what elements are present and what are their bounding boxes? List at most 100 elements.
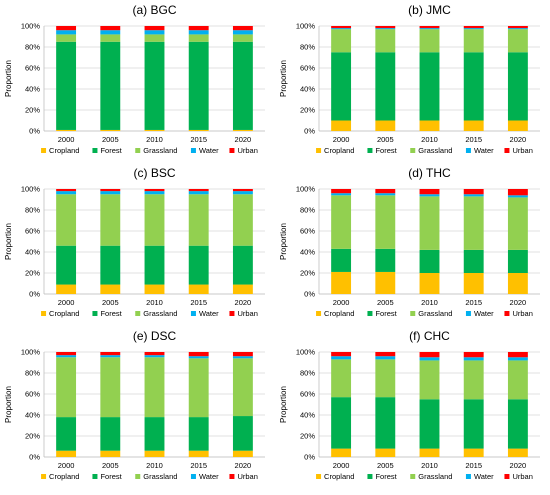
bar-segment-urban: [375, 26, 396, 29]
x-tick-label: 2010: [421, 461, 438, 470]
chart-panel-2: (b) JMC 0% 20% 40% 60% 80% 100% Proportion 2000 2…: [279, 3, 540, 155]
bar-segment-forest: [232, 245, 253, 285]
legend-label-cropland: Cropland: [324, 472, 354, 481]
bar-segment-urban: [232, 352, 253, 357]
bar-segment-forest: [188, 41, 209, 130]
bar-segment-urban: [331, 189, 352, 194]
bar-segment-water: [100, 191, 121, 195]
x-tick-label: 2005: [102, 135, 119, 144]
bar-segment-grassland: [100, 194, 121, 246]
bar-segment-urban: [331, 352, 352, 357]
bar-segment-forest: [331, 397, 352, 449]
y-tick-label: 40%: [300, 411, 315, 420]
x-tick-label: 2005: [377, 298, 394, 307]
bar-segment-forest: [331, 248, 352, 272]
chart-panel-3: (c) BSC 0% 20% 40% 60% 80% 100% Proportion 2000 2…: [4, 166, 265, 318]
bar-segment-cropland: [375, 271, 396, 294]
x-tick-label: 2005: [377, 135, 394, 144]
bar-segment-water: [144, 191, 165, 195]
bar-segment-forest: [100, 245, 121, 285]
y-axis-label: Proportion: [4, 60, 13, 97]
bar-segment-water: [463, 357, 484, 361]
y-tick-label: 60%: [300, 64, 315, 73]
x-tick-label: 2020: [235, 298, 252, 307]
bar-segment-water: [56, 30, 77, 35]
legend-swatch-urban: [229, 474, 235, 479]
bar-segment-forest: [419, 249, 440, 273]
legend-label-urban: Urban: [512, 146, 532, 155]
legend-swatch-forest: [367, 474, 373, 479]
y-axis-label: Proportion: [279, 223, 288, 260]
bar-segment-urban: [419, 352, 440, 358]
bar-segment-grassland: [56, 194, 77, 246]
bar-segment-water: [419, 357, 440, 361]
x-tick-label: 2010: [146, 461, 163, 470]
bar-segment-urban: [232, 189, 253, 192]
bar-segment-grassland: [232, 194, 253, 246]
legend-swatch-grassland: [135, 311, 141, 316]
legend-label-grassland: Grassland: [418, 472, 452, 481]
bar-segment-cropland: [144, 129, 165, 131]
bar-segment-urban: [463, 352, 484, 358]
bar-segment-urban: [232, 26, 253, 31]
y-tick-label: 0%: [304, 290, 315, 299]
legend-label-grassland: Grassland: [143, 472, 177, 481]
bar-segment-cropland: [507, 120, 528, 131]
y-tick-label: 60%: [25, 64, 40, 73]
bar-segment-cropland: [507, 448, 528, 457]
legend-swatch-urban: [229, 148, 235, 153]
bar-segment-forest: [144, 41, 165, 130]
bar-segment-urban: [375, 189, 396, 194]
bar-segment-water: [144, 30, 165, 35]
bar-segment-water: [331, 356, 352, 360]
legend-swatch-urban: [504, 474, 510, 479]
bar-segment-urban: [144, 26, 165, 31]
bar-segment-forest: [507, 399, 528, 449]
x-tick-label: 2000: [333, 298, 350, 307]
bar-segment-water: [56, 355, 77, 358]
y-tick-label: 40%: [300, 85, 315, 94]
bar-segment-urban: [56, 189, 77, 192]
y-tick-label: 20%: [300, 106, 315, 115]
bar-segment-grassland: [375, 359, 396, 398]
bar-segment-forest: [507, 249, 528, 273]
x-tick-label: 2015: [465, 461, 482, 470]
legend-label-forest: Forest: [375, 146, 397, 155]
bar-segment-urban: [56, 352, 77, 356]
x-tick-label: 2000: [333, 135, 350, 144]
bar-segment-cropland: [56, 450, 77, 457]
y-tick-label: 0%: [304, 127, 315, 136]
bar-segment-water: [331, 28, 352, 30]
bar-segment-water: [507, 357, 528, 361]
bar-segment-urban: [507, 26, 528, 29]
bar-segment-forest: [56, 417, 77, 451]
bar-segment-urban: [188, 189, 209, 192]
legend-label-cropland: Cropland: [324, 309, 354, 318]
bar-segment-cropland: [232, 284, 253, 294]
bar-segment-cropland: [331, 448, 352, 457]
x-tick-label: 2005: [102, 298, 119, 307]
bar-segment-grassland: [232, 358, 253, 417]
y-tick-label: 20%: [25, 106, 40, 115]
x-tick-label: 2015: [465, 135, 482, 144]
bar-segment-grassland: [375, 195, 396, 249]
x-tick-label: 2010: [146, 298, 163, 307]
bar-segment-grassland: [144, 34, 165, 42]
bar-segment-water: [419, 28, 440, 30]
y-axis-label: Proportion: [4, 386, 13, 423]
legend-swatch-water: [190, 311, 196, 316]
legend-label-grassland: Grassland: [418, 309, 452, 318]
y-tick-label: 100%: [296, 348, 316, 357]
legend-swatch-forest: [92, 148, 98, 153]
bar-segment-water: [188, 30, 209, 35]
y-axis-label: Proportion: [279, 60, 288, 97]
bar-segment-cropland: [144, 284, 165, 294]
bar-segment-cropland: [375, 448, 396, 457]
y-tick-label: 20%: [25, 432, 40, 441]
bar-segment-grassland: [463, 360, 484, 400]
legend-label-cropland: Cropland: [49, 472, 79, 481]
bar-segment-water: [232, 30, 253, 35]
bar-segment-urban: [463, 26, 484, 29]
bar-segment-forest: [419, 52, 440, 121]
